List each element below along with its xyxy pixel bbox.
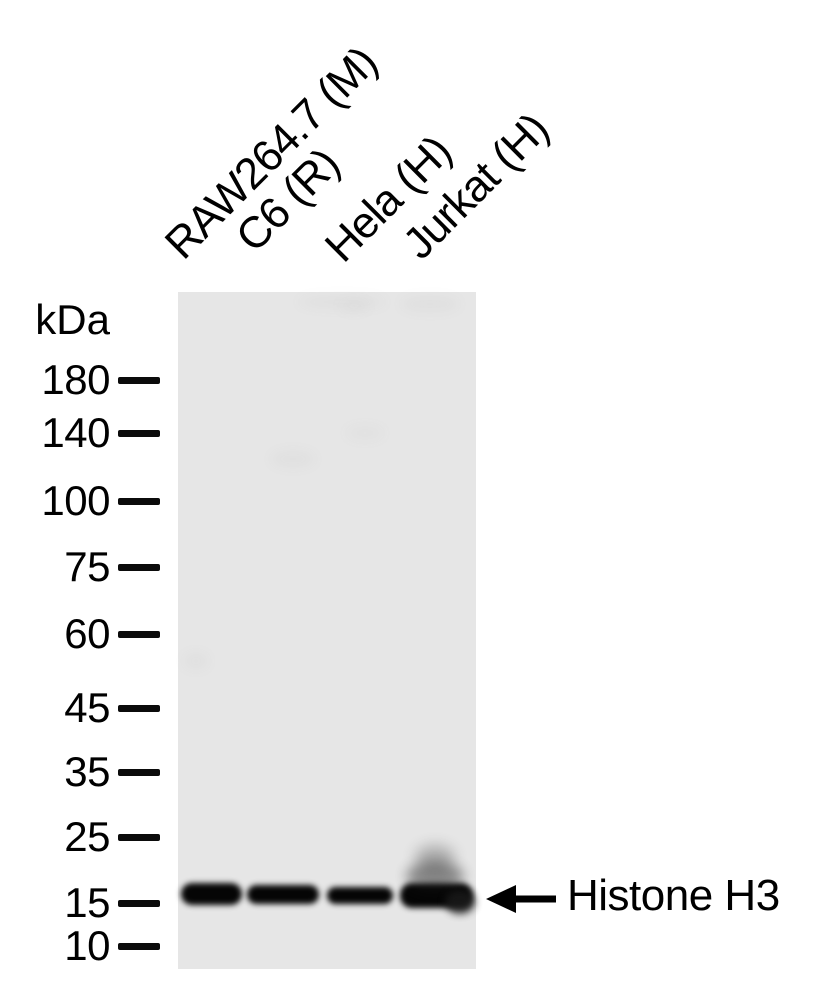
ladder-tick-mark [118,497,160,505]
protein-band [181,883,242,905]
ladder-marker-label: 15 [64,879,110,926]
ladder-marker-label: 45 [64,684,110,731]
protein-band [327,887,393,904]
membrane-smudge [345,425,385,441]
ladder-marker-label: 100 [41,477,110,524]
ladder-marker-row: 45 [20,685,160,731]
ladder-marker-label: 75 [64,543,110,590]
ladder-marker-row: 15 [20,880,160,926]
ladder-tick-mark [118,376,160,384]
ladder-marker-row: 100 [20,478,160,524]
ladder-marker-row: 180 [20,357,160,403]
left-arrow-icon [486,883,556,915]
membrane-smudge [338,300,370,312]
ladder-marker-label: 180 [41,356,110,403]
ladder-marker-label: 35 [64,748,110,795]
band-annotation-label: Histone H3 [567,871,780,920]
ladder-marker-label: 25 [64,813,110,860]
ladder-marker-row: 75 [20,544,160,590]
band-smear [406,862,464,890]
band-smear [415,845,455,871]
ladder-marker-row: 35 [20,749,160,795]
ladder-tick-mark [118,899,160,907]
ladder-marker-row: 60 [20,611,160,657]
ladder-marker-row: 140 [20,410,160,456]
ladder-marker-row: 10 [20,923,160,969]
ladder-tick-mark [118,704,160,712]
ladder-unit-label: kDa [35,296,110,343]
ladder-marker-label: 10 [64,922,110,969]
ladder-tick-mark [118,429,160,437]
ladder-tick-mark [118,768,160,776]
ladder-marker-row: 25 [20,814,160,860]
ladder-tick-mark [118,833,160,841]
blot-membrane [178,292,476,969]
ladder-marker-label: 140 [41,409,110,456]
membrane-smudge [400,296,460,312]
membrane-smudge [297,295,387,309]
band-smear [445,890,475,914]
membrane-smudge [270,450,316,468]
ladder-tick-mark [118,942,160,950]
ladder-marker-label: 60 [64,610,110,657]
ladder-tick-mark [118,563,160,571]
ladder-tick-mark [118,630,160,638]
membrane-smudge [183,652,209,670]
protein-band [247,885,319,904]
